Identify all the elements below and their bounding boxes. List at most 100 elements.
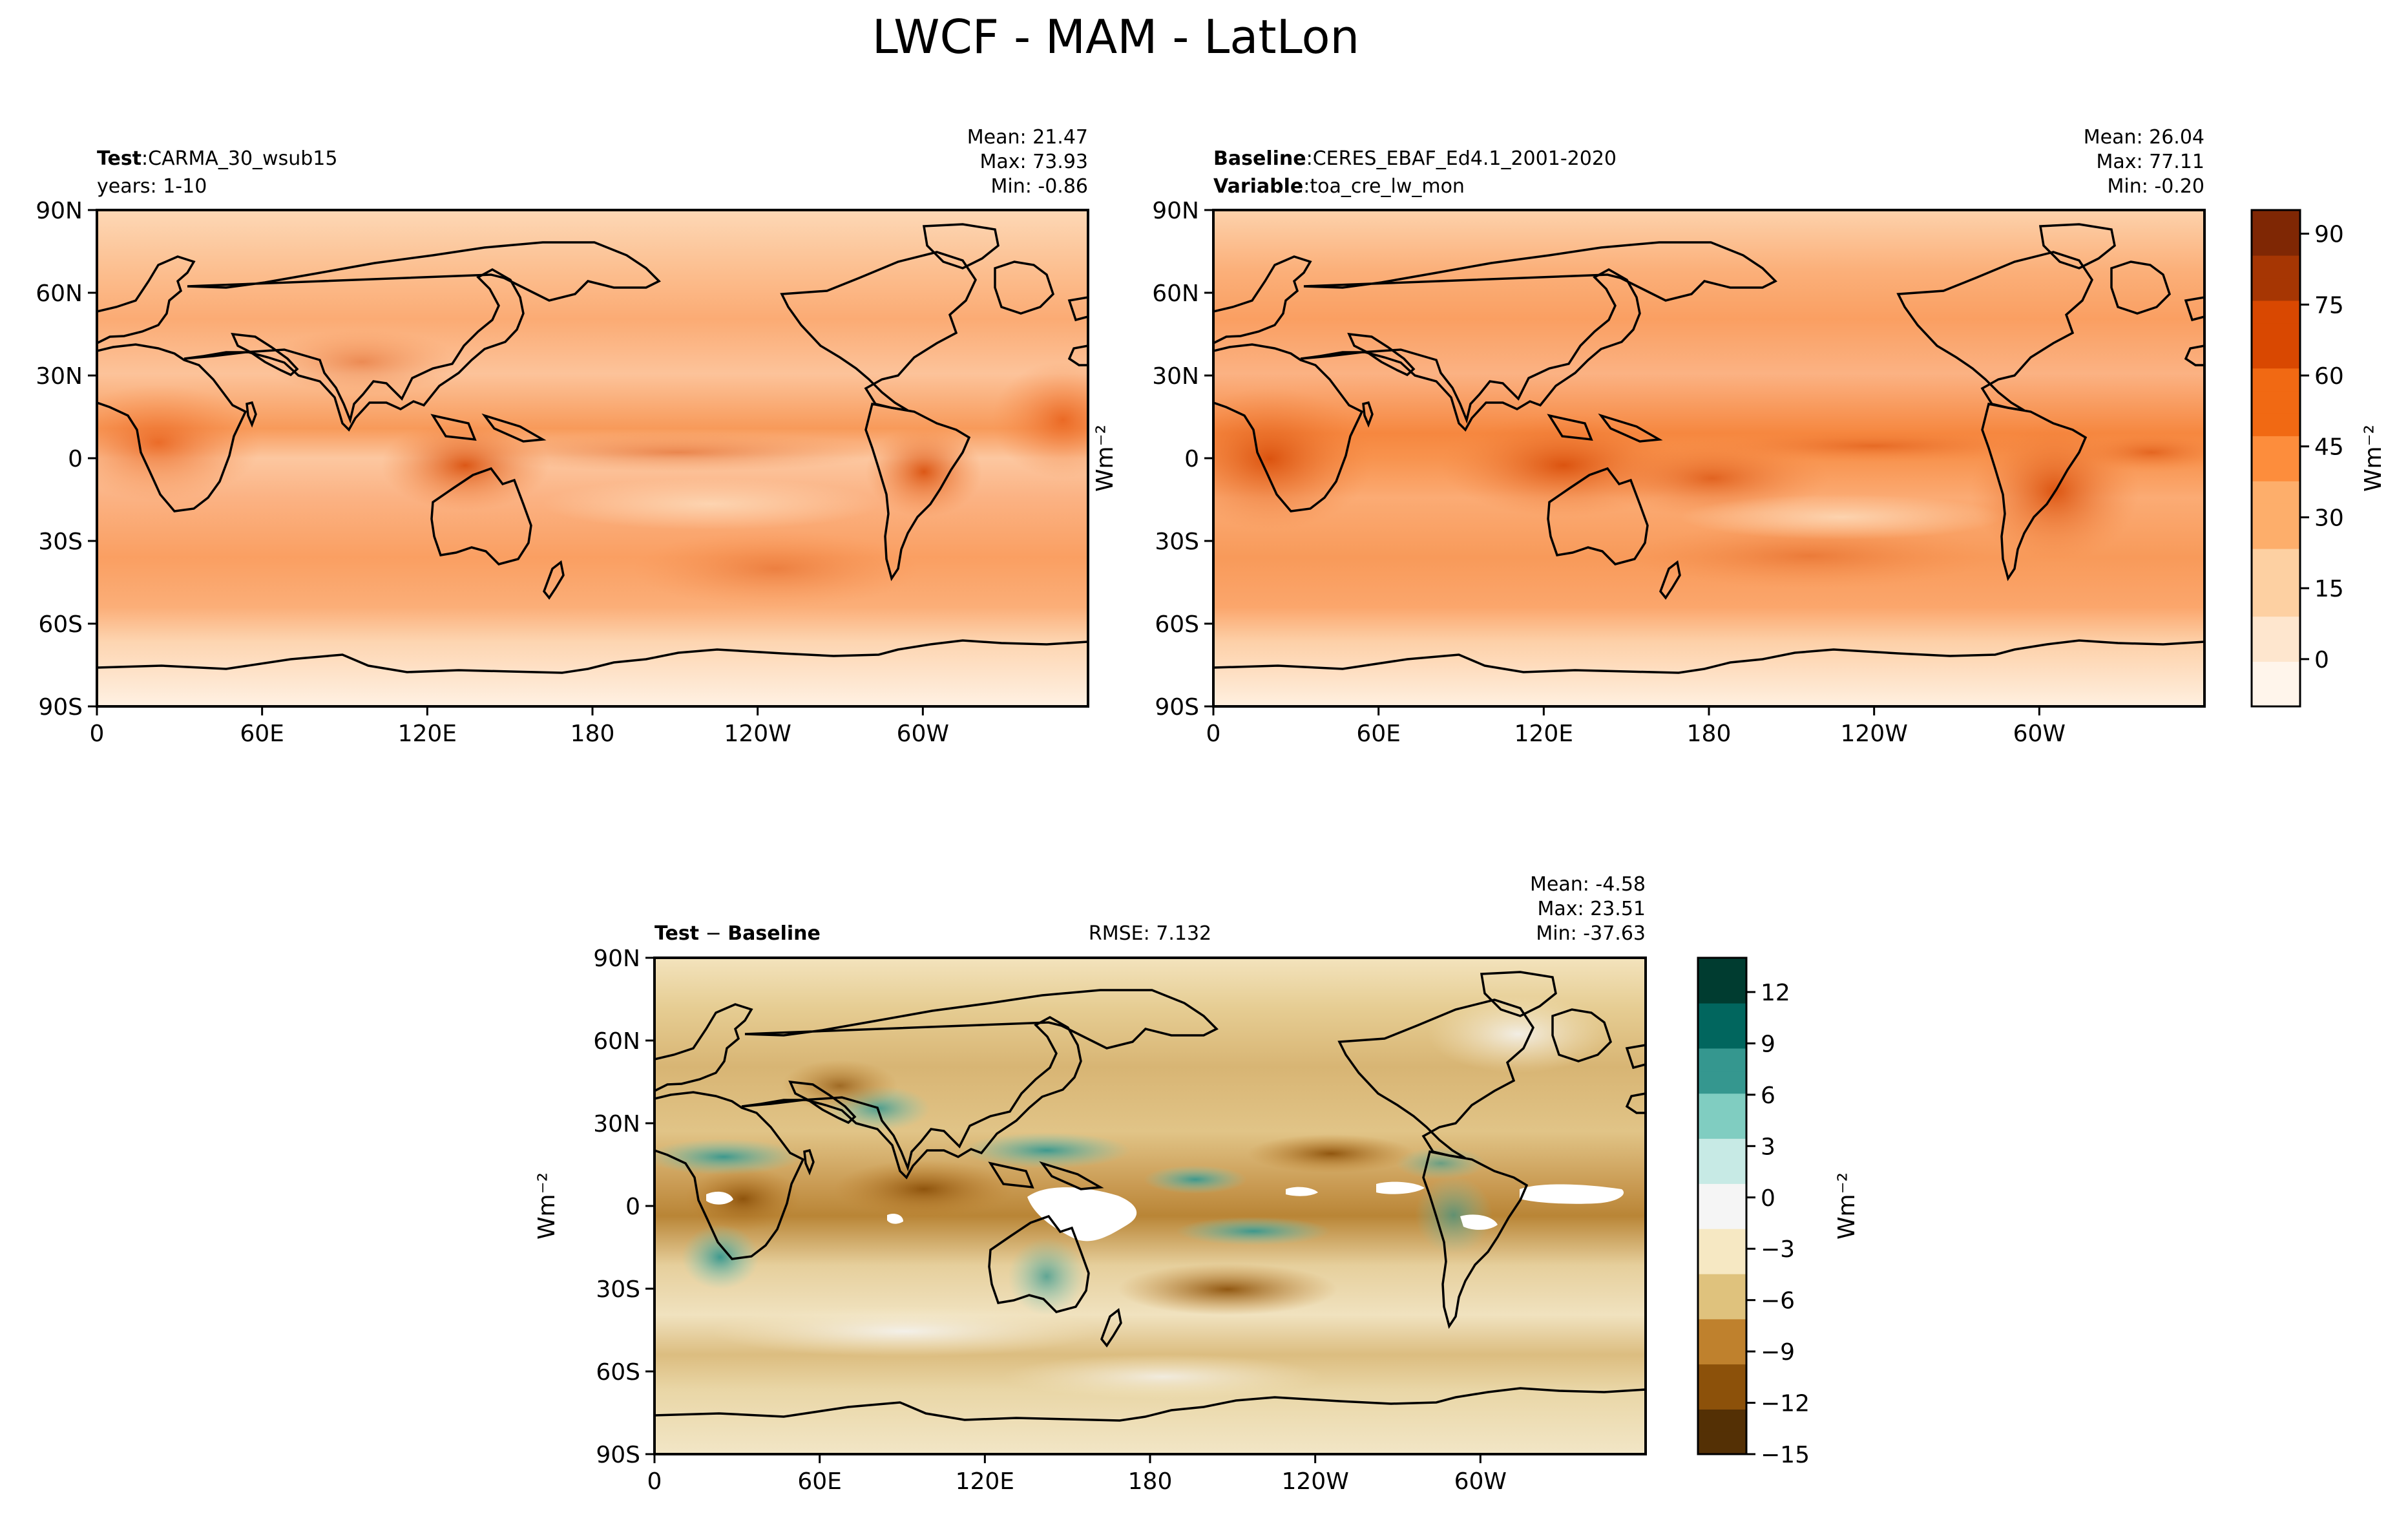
lat-tick-label: 0 (1184, 446, 1199, 472)
main-colorbar-segment (2252, 593, 2300, 617)
baseline-label: Baseline:CERES_EBAF_Ed4.1_2001-2020 (1213, 147, 1617, 170)
main-colorbar-tick-label: 0 (2314, 647, 2329, 673)
main-colorbar-tick-label: 45 (2314, 434, 2344, 461)
lat-tick-label: 60N (36, 280, 83, 307)
figure-title: LWCF - MAM - LatLon (872, 10, 1359, 64)
lat-tick-label: 0 (68, 446, 83, 472)
diff-axis-ticks: 90N 60N 30N 0 30S 60S 90S 0 60E 120E 180 120W 60W (593, 946, 1507, 1495)
test-map-field (97, 210, 1088, 706)
baseline-map-field (1213, 210, 2204, 706)
lat-tick-label: 60S (38, 611, 83, 638)
main-colorbar-segment (2252, 413, 2300, 436)
diff-colorbar-segment (1698, 1341, 1746, 1365)
diff-colorbar-segment (1698, 1115, 1746, 1139)
lat-tick-label: 30S (596, 1276, 640, 1303)
diff-missing-region (1286, 1187, 1318, 1196)
main-colorbar-segment (2252, 661, 2300, 684)
lon-tick-label: 180 (571, 721, 615, 747)
diff-colorbar-segment (1698, 1070, 1746, 1094)
diff-colorbar-segment (1698, 958, 1746, 981)
lat-tick-label: 90S (1155, 694, 1199, 721)
main-colorbar-segment (2252, 458, 2300, 481)
diff-colorbar-segments (1698, 958, 1746, 1455)
diff-colorbar-tick-label: 0 (1761, 1185, 1775, 1212)
diff-colorbar-segment (1698, 1251, 1746, 1274)
test-min: Min: -0.86 (991, 175, 1089, 198)
main-colorbar-segment (2252, 503, 2300, 527)
lat-tick-label: 30N (593, 1111, 640, 1137)
diff-colorbar-tick-label: 6 (1761, 1083, 1775, 1109)
lon-tick-label: 120E (398, 721, 457, 747)
main-colorbar-segment (2252, 368, 2300, 392)
diff-rmse: RMSE: 7.132 (1089, 922, 1211, 945)
baseline-axis-ticks: 90N 60N 30N 0 30S 60S 90S 0 60E 120E 180 120W 60W (1152, 198, 2066, 747)
lat-tick-label: 90S (38, 694, 83, 721)
test-map-panel: Test:CARMA_30_wsub15 years: 1-10 Mean: 2… (36, 126, 1089, 747)
lon-tick-label: 0 (1206, 721, 1221, 747)
test-axis-ticks: 90N 60N 30N 0 30S 60S 90S 0 60E 120E 180 120W 60W (36, 198, 949, 747)
diff-colorbar-tick-label: 9 (1761, 1031, 1775, 1057)
baseline-variable: Variable:toa_cre_lw_mon (1213, 175, 1465, 198)
lat-tick-label: 60S (1155, 611, 1199, 638)
diff-colorbar-tick-label: −15 (1761, 1442, 1810, 1468)
diff-map-panel: Test − Baseline RMSE: 7.132 Mean: -4.58 … (593, 873, 1647, 1495)
lat-tick-label: 90N (36, 198, 83, 224)
diff-label: Test − Baseline (654, 922, 821, 945)
diff-colorbar-segment (1698, 1432, 1746, 1455)
diff-colorbar-tick-label: −3 (1761, 1236, 1795, 1263)
diff-colorbar-unit: Wm⁻² (1834, 1172, 1860, 1240)
diff-colorbar-segment (1698, 1093, 1746, 1117)
diff-colorbar-segment (1698, 980, 1746, 1004)
test-max: Max: 73.93 (979, 151, 1088, 173)
diff-missing-region (1376, 1181, 1425, 1194)
diff-colorbar-segment (1698, 1409, 1746, 1432)
diff-colorbar-tick-label: 12 (1761, 980, 1790, 1006)
test-label: Test:CARMA_30_wsub15 (97, 147, 337, 170)
lat-tick-label: 60S (596, 1359, 640, 1386)
diff-colorbar-segment (1698, 1025, 1746, 1049)
main-colorbar: 90 75 60 45 30 15 0 Wm⁻² (2250, 209, 2387, 708)
lon-tick-label: 120W (724, 721, 791, 747)
lat-tick-label: 90S (596, 1442, 640, 1468)
lon-tick-label: 60E (797, 1468, 842, 1495)
main-colorbar-segment (2252, 277, 2300, 301)
diff-colorbar-segment (1698, 1183, 1746, 1207)
lon-tick-label: 180 (1687, 721, 1732, 747)
lat-tick-label: 90N (1152, 198, 1199, 224)
main-colorbar-unit: Wm⁻² (2360, 425, 2387, 492)
lat-tick-label: 30N (1152, 363, 1199, 390)
main-colorbar-segment (2252, 390, 2300, 414)
lon-tick-label: 120E (1514, 721, 1573, 747)
test-mean: Mean: 21.47 (967, 126, 1088, 149)
main-colorbar-segment (2252, 232, 2300, 256)
main-colorbar-tick-label: 15 (2314, 576, 2344, 602)
main-colorbar-segment (2252, 548, 2300, 572)
main-colorbar-segment (2252, 616, 2300, 640)
diff-missing-region (1460, 1214, 1498, 1230)
main-colorbar-segment (2252, 480, 2300, 504)
diff-colorbar-segment (1698, 1318, 1746, 1342)
diff-colorbar-segment (1698, 1296, 1746, 1320)
test-years: years: 1-10 (97, 175, 207, 198)
diff-colorbar-tick-label: −12 (1761, 1391, 1810, 1417)
diff-missing-region (706, 1191, 733, 1205)
main-colorbar-segment (2252, 525, 2300, 549)
diff-colorbar-tick-label: −6 (1761, 1288, 1795, 1315)
lon-tick-label: 120E (956, 1468, 1014, 1495)
diff-colorbar: 12 9 6 3 0 −3 −6 −9 −12 −15 Wm⁻² (1697, 957, 1860, 1468)
main-colorbar-frame (2250, 209, 2301, 708)
diff-colorbar-segment (1698, 1161, 1746, 1184)
diff-mean: Mean: -4.58 (1530, 873, 1646, 896)
diff-colorbar-segment (1698, 1228, 1746, 1252)
main-colorbar-segment (2252, 210, 2300, 233)
baseline-map-panel: Baseline:CERES_EBAF_Ed4.1_2001-2020 Vari… (1152, 126, 2206, 747)
main-colorbar-ticks: 90 75 60 45 30 15 0 (2300, 222, 2344, 673)
main-colorbar-segment (2252, 684, 2300, 707)
diff-colorbar-tick-label: 3 (1761, 1134, 1775, 1160)
diff-map-field (654, 958, 1646, 1454)
diff-colorbar-segment (1698, 1273, 1746, 1297)
main-colorbar-segment (2252, 322, 2300, 346)
diff-colorbar-segment (1698, 1206, 1746, 1229)
diff-colorbar-tick-label: −9 (1761, 1339, 1795, 1366)
lon-tick-label: 60W (2013, 721, 2066, 747)
